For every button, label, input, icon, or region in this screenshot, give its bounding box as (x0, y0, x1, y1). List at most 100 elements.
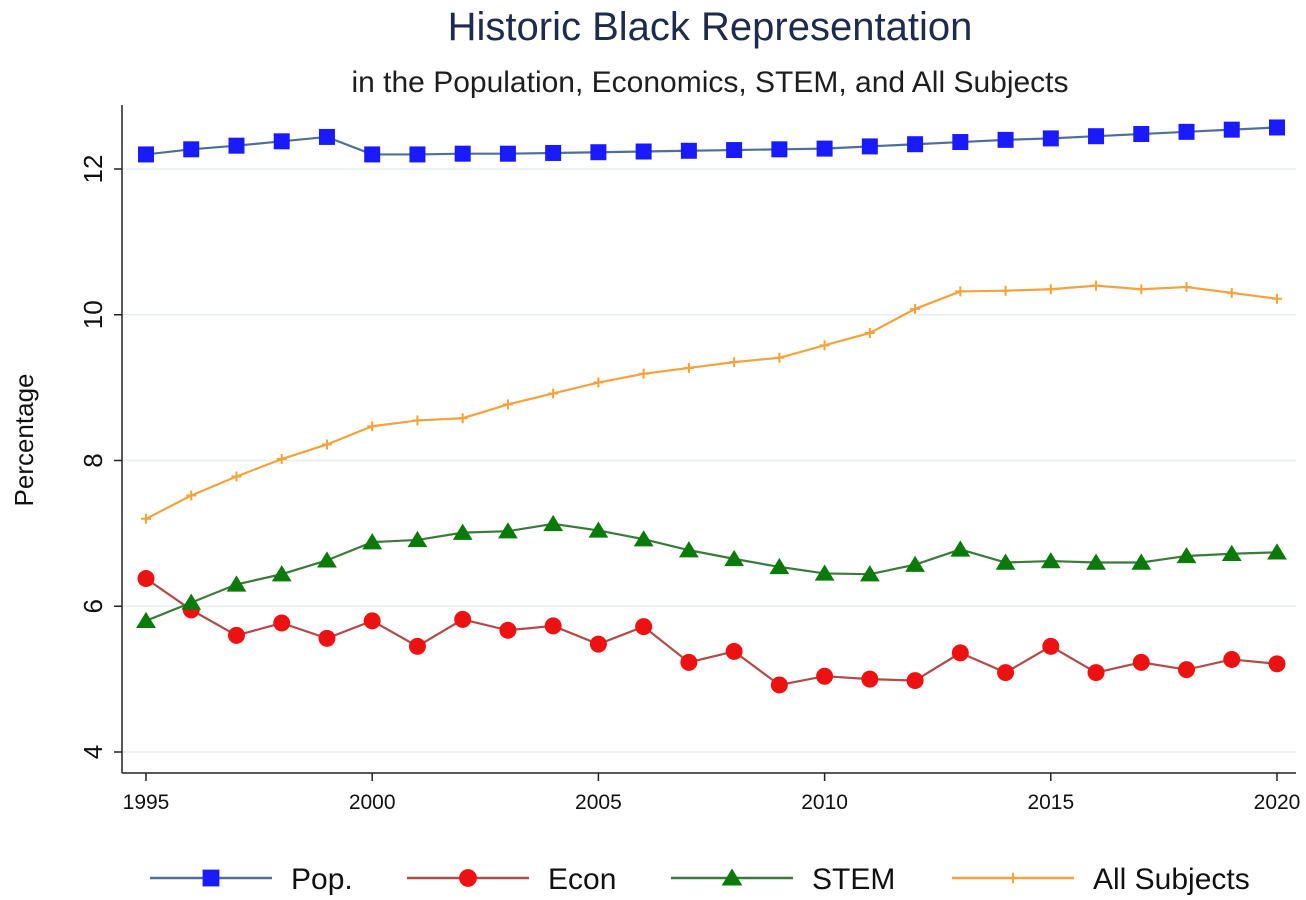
data-point (362, 533, 383, 550)
legend-label: Econ (548, 863, 616, 896)
data-point (226, 575, 247, 592)
data-point (769, 557, 790, 575)
data-point (548, 388, 559, 399)
data-point (545, 144, 562, 161)
data-point (1045, 284, 1056, 295)
legend-label: Pop. (291, 863, 353, 896)
data-point (774, 352, 785, 363)
data-point (593, 377, 604, 388)
data-point (1042, 637, 1060, 655)
data-point (321, 439, 332, 450)
data-point (141, 513, 151, 524)
data-point (1181, 282, 1192, 293)
data-point (454, 610, 472, 628)
y-tick-label: 6 (78, 599, 108, 613)
data-point (905, 555, 925, 572)
data-point (910, 303, 921, 314)
data-point (1178, 123, 1195, 140)
data-point (635, 143, 652, 160)
legend-label: All Subjects (1093, 863, 1250, 896)
data-point (499, 145, 516, 162)
data-point (1091, 280, 1102, 291)
gridlines (122, 168, 1296, 753)
data-point (276, 454, 287, 465)
data-point (1000, 285, 1011, 296)
y-axis-label: Percentage (9, 374, 39, 507)
data-point (273, 614, 291, 632)
data-point (864, 327, 875, 338)
data-point (590, 144, 607, 161)
data-point (271, 565, 292, 582)
data-point (454, 145, 471, 162)
data-point (1087, 664, 1105, 682)
data-point (906, 672, 924, 690)
data-point (231, 471, 242, 482)
data-point (635, 618, 653, 636)
series-line (145, 522, 1278, 622)
data-point (227, 626, 245, 644)
data-point (273, 133, 290, 150)
data-point (452, 523, 473, 540)
data-point (1133, 126, 1150, 143)
data-point (955, 286, 966, 297)
data-point (1226, 287, 1237, 298)
series-all-subjects (141, 280, 1282, 524)
y-tick-label: 8 (78, 453, 108, 467)
data-point (725, 642, 743, 660)
data-point (1272, 293, 1282, 304)
data-point (1223, 121, 1240, 138)
data-point (409, 146, 426, 163)
data-point (407, 530, 428, 548)
data-point (589, 635, 607, 653)
data-point (680, 142, 697, 159)
data-point (228, 137, 245, 154)
data-point (819, 340, 830, 351)
data-point (1223, 650, 1241, 668)
data-point (861, 670, 879, 688)
legend-item-3: All Subjects (952, 863, 1250, 896)
data-point (1086, 553, 1106, 570)
data-point (498, 522, 518, 539)
data-point (1269, 119, 1285, 136)
data-point (771, 141, 788, 158)
data-point (729, 357, 740, 368)
series-pop (138, 119, 1285, 163)
x-tick-label: 1995 (123, 791, 170, 814)
series-line (145, 284, 1278, 520)
series-line (145, 126, 1278, 156)
data-point (364, 146, 381, 163)
data-point (138, 146, 154, 163)
data-point (544, 617, 562, 635)
data-point (1176, 546, 1197, 564)
data-point (408, 637, 426, 655)
series-econ (137, 570, 1286, 694)
x-axis-ticks: 1995 2000 2005 2010 2015 2020 (123, 773, 1301, 814)
data-point (724, 549, 745, 567)
data-point (318, 629, 336, 647)
data-point (183, 141, 200, 158)
data-point (1136, 284, 1147, 295)
data-point (816, 667, 834, 685)
data-point (907, 136, 924, 153)
data-point (770, 676, 788, 694)
x-tick-label: 2015 (1027, 791, 1074, 814)
data-point (502, 399, 513, 410)
data-point (318, 128, 335, 145)
legend-item-2: STEM (671, 863, 895, 896)
x-tick-label: 2005 (575, 791, 622, 814)
series-line (145, 577, 1278, 687)
data-point (186, 490, 197, 501)
data-point (1267, 543, 1287, 560)
data-point (995, 553, 1016, 570)
data-point (683, 362, 694, 373)
data-point (633, 530, 654, 547)
series-stem (136, 514, 1287, 629)
x-tick-label: 2020 (1254, 791, 1301, 814)
data-point (1178, 661, 1196, 679)
data-point (1042, 130, 1059, 147)
data-point (678, 541, 699, 558)
data-point (814, 564, 835, 581)
data-point (1132, 653, 1150, 671)
data-point (499, 621, 517, 639)
